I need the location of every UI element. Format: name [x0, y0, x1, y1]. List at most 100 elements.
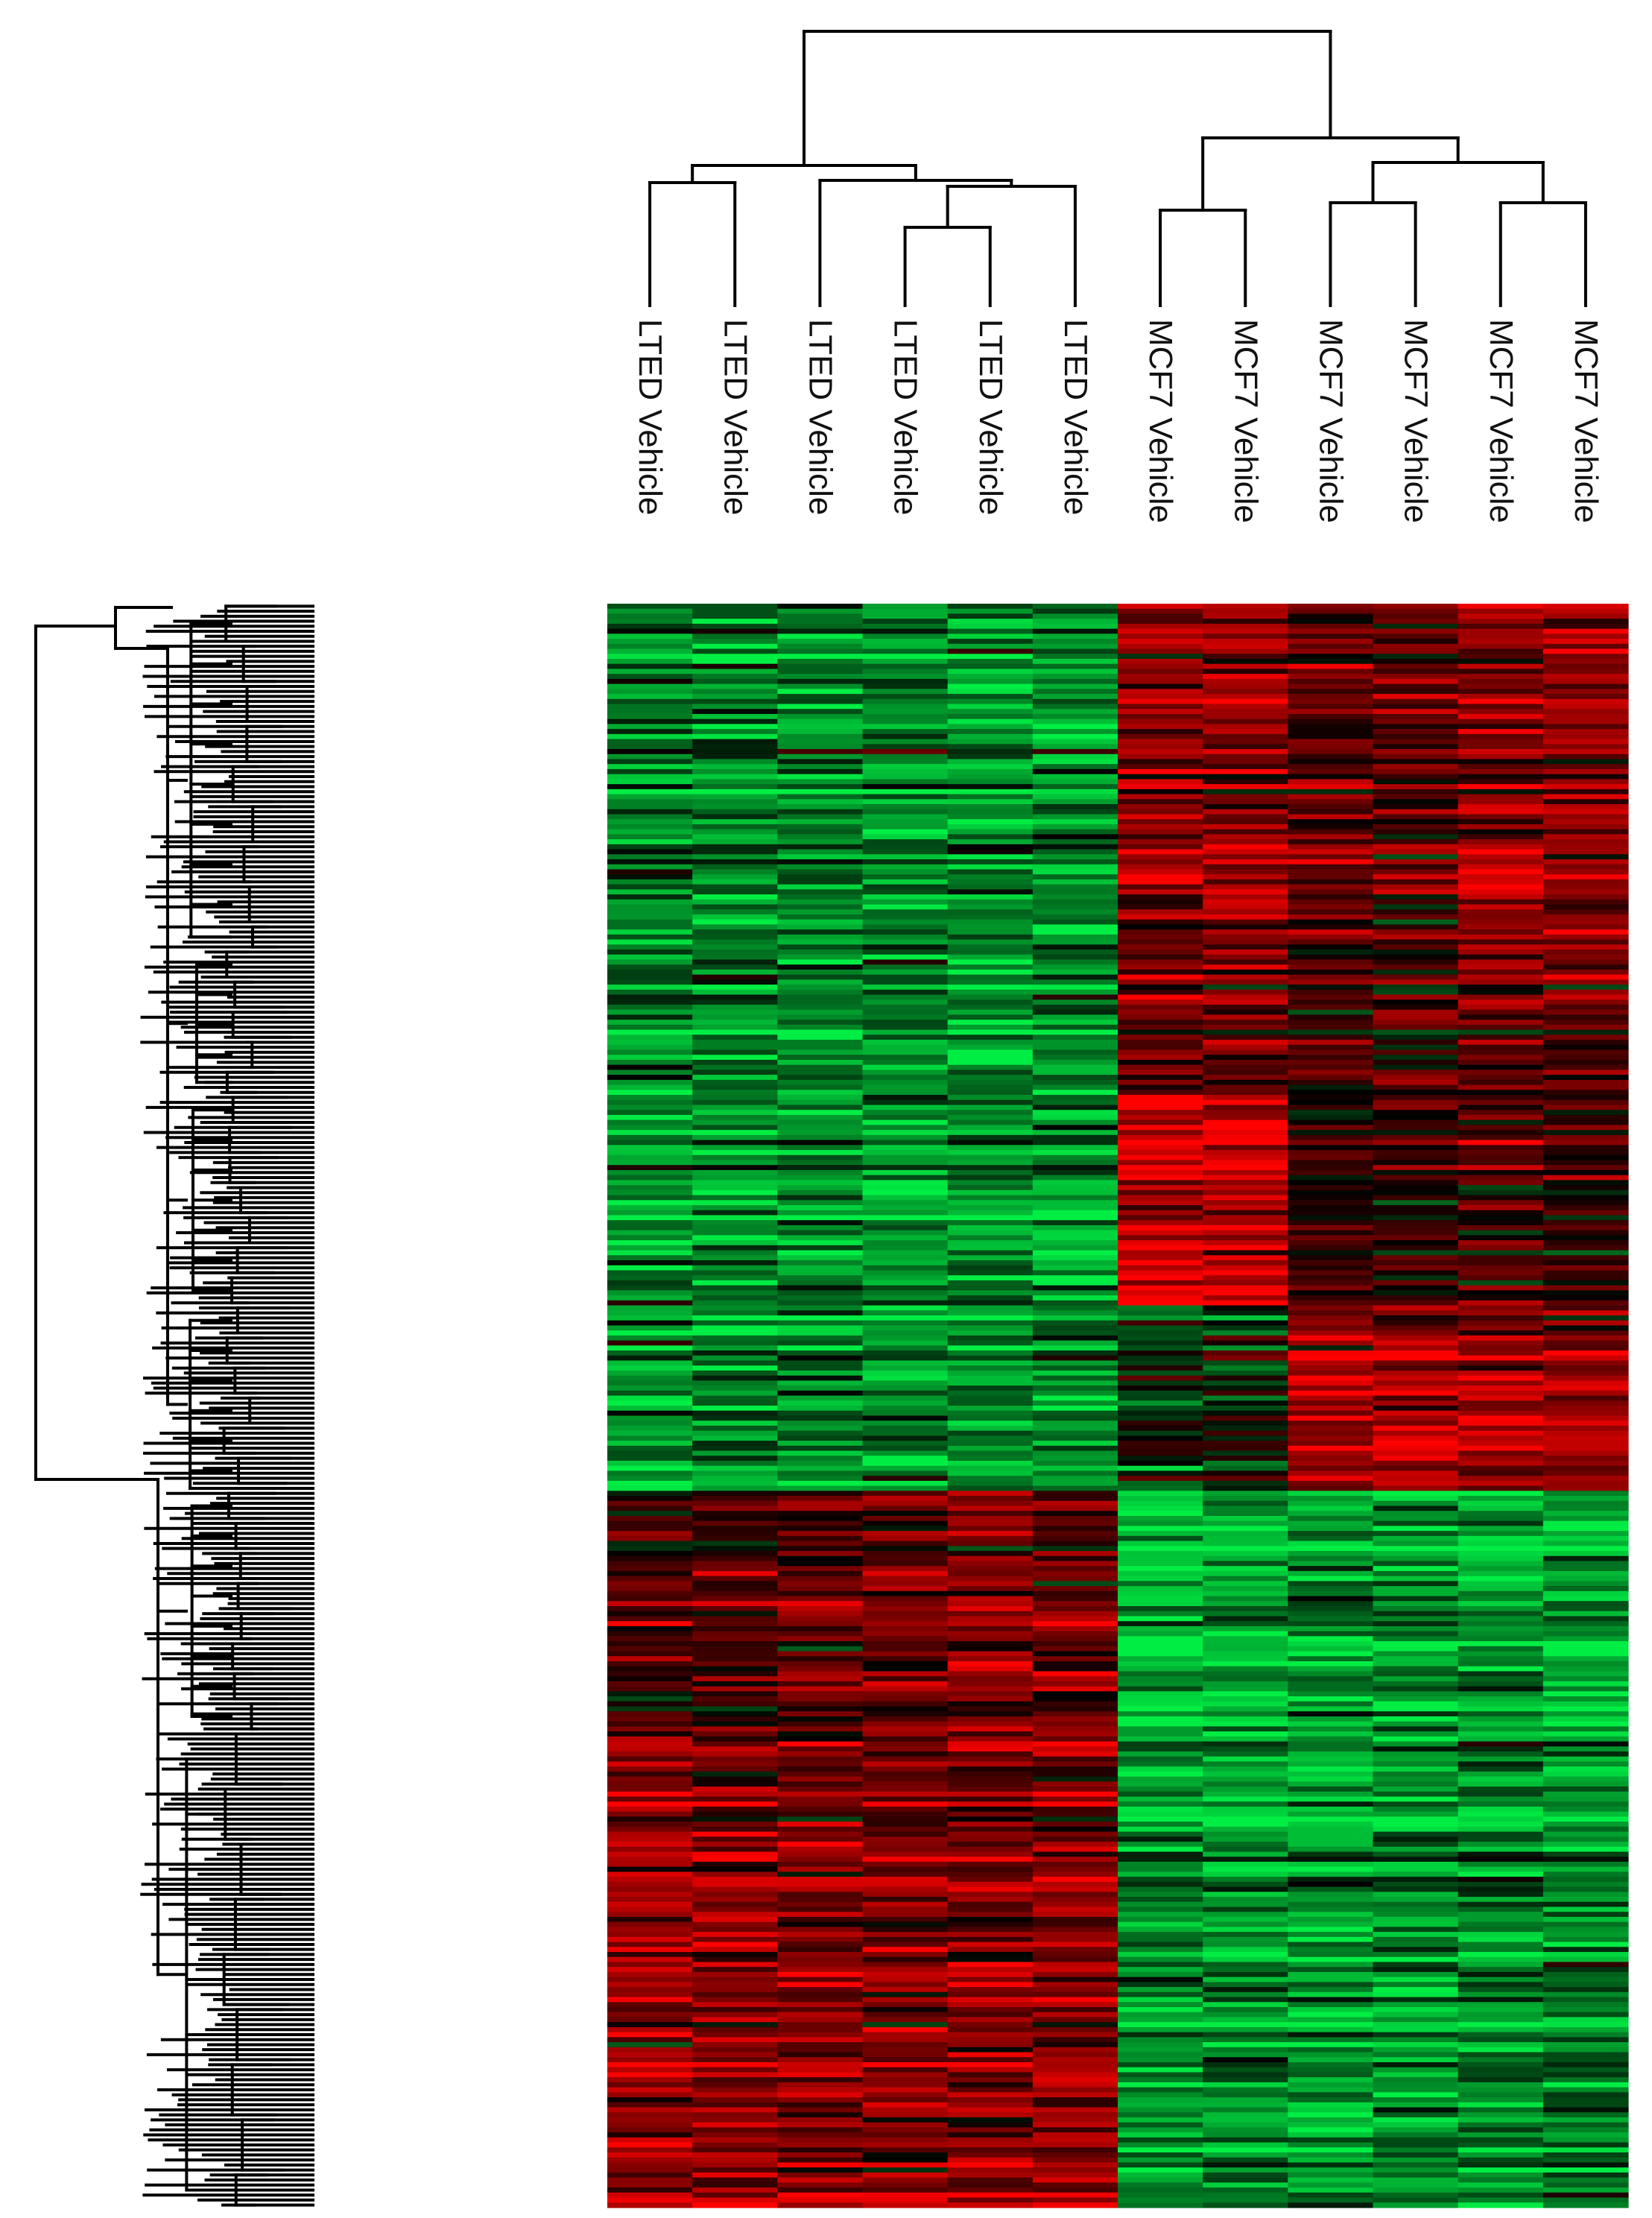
heatmap-cell [777, 2122, 864, 2128]
heatmap-cell [1118, 1912, 1203, 1918]
heatmap-cell [862, 1631, 949, 1637]
heatmap-cell [1203, 2182, 1288, 2188]
heatmap-cell [1542, 1616, 1629, 1622]
heatmap-cell [947, 789, 1034, 795]
heatmap-cell [1032, 1736, 1118, 1743]
heatmap-cell [777, 2177, 864, 2183]
heatmap-cell [862, 1606, 949, 1612]
heatmap-cell [1542, 1807, 1629, 1813]
heatmap-cell [1542, 950, 1629, 955]
heatmap-cell [1288, 1987, 1374, 1993]
heatmap-cell [947, 2202, 1034, 2208]
heatmap-cell [777, 1335, 864, 1342]
heatmap-cell [1118, 969, 1203, 976]
heatmap-cell [1458, 959, 1544, 965]
heatmap-cell [1373, 753, 1459, 760]
heatmap-cell [1458, 1029, 1544, 1035]
heatmap-cell [1288, 639, 1374, 645]
heatmap-cell [1032, 749, 1118, 755]
heatmap-cell [1373, 1786, 1459, 1792]
heatmap-cell [1542, 1751, 1629, 1757]
heatmap-cell [1542, 789, 1629, 795]
heatmap-cell [1288, 2132, 1374, 2138]
heatmap-cell [692, 1180, 778, 1186]
heatmap-cell [1118, 1566, 1203, 1572]
heatmap-cell [692, 654, 778, 660]
heatmap-cell [1032, 1836, 1118, 1842]
heatmap-cell [607, 1390, 693, 1397]
heatmap-cell [1288, 994, 1374, 1000]
heatmap-cell [1288, 2202, 1374, 2208]
heatmap-cell [1118, 1235, 1203, 1241]
heatmap-cell [862, 829, 949, 835]
heatmap-cell [1203, 718, 1288, 724]
heatmap-cell [862, 864, 949, 871]
heatmap-cell [1542, 1631, 1629, 1637]
heatmap-cell [862, 1145, 949, 1151]
heatmap-cell [1032, 1265, 1118, 1271]
heatmap-cell [777, 1330, 864, 1336]
heatmap-cell [607, 1816, 693, 1822]
heatmap-cell [1118, 819, 1203, 825]
heatmap-cell [777, 2002, 864, 2008]
heatmap-cell [1032, 2197, 1118, 2203]
heatmap-cell [1458, 1531, 1544, 1537]
heatmap-cell [607, 2032, 693, 2038]
heatmap-cell [1542, 2117, 1629, 2123]
heatmap-cell [1373, 1280, 1459, 1286]
heatmap-cell [1118, 1355, 1203, 1362]
heatmap-cell [1458, 1476, 1544, 1482]
heatmap-cell [1203, 1561, 1288, 1567]
heatmap-cell [607, 1531, 693, 1537]
heatmap-cell [1032, 1034, 1118, 1040]
heatmap-cell [862, 1816, 949, 1822]
heatmap-cell [1288, 1029, 1374, 1035]
heatmap-cell [607, 663, 693, 670]
heatmap-cell [777, 2182, 864, 2188]
heatmap-cell [1458, 2057, 1544, 2063]
heatmap-cell [692, 789, 778, 795]
heatmap-cell [1373, 929, 1459, 935]
heatmap-cell [1458, 1386, 1544, 1391]
heatmap-cell [692, 1901, 778, 1908]
heatmap-cell [862, 959, 949, 965]
heatmap-cell [607, 1570, 693, 1577]
heatmap-cell [947, 1075, 1034, 1081]
heatmap-cell [1032, 2087, 1118, 2093]
heatmap-cell [1203, 1445, 1288, 1452]
heatmap-cell [777, 1967, 864, 1973]
heatmap-cell [862, 1005, 949, 1011]
heatmap-cell [777, 1877, 864, 1883]
heatmap-cell [1542, 1390, 1629, 1397]
heatmap-cell [607, 1897, 693, 1903]
heatmap-cell [1118, 1415, 1203, 1421]
heatmap-cell [1288, 1425, 1374, 1432]
heatmap-cell [1458, 768, 1544, 775]
heatmap-cell [1542, 1681, 1629, 1687]
heatmap-cell [777, 1936, 864, 1943]
heatmap-cell [1203, 1110, 1288, 1116]
heatmap-cell [1288, 2142, 1374, 2148]
heatmap-cell [1373, 1842, 1459, 1848]
heatmap-cell [1118, 2147, 1203, 2153]
heatmap-cell [1032, 1059, 1118, 1066]
heatmap-cell [947, 904, 1034, 910]
heatmap-cell [607, 779, 693, 785]
heatmap-cell [862, 1756, 949, 1763]
heatmap-cell [1542, 1932, 1629, 1938]
heatmap-cell [777, 724, 864, 730]
heatmap-cell [1032, 1505, 1118, 1511]
heatmap-cell [1542, 1040, 1629, 1046]
heatmap-cell [777, 1616, 864, 1622]
heatmap-cell [1203, 2032, 1288, 2038]
heatmap-cell [607, 1761, 693, 1767]
heatmap-cell [1542, 1200, 1629, 1206]
heatmap-cell [1203, 1320, 1288, 1326]
heatmap-cell [862, 1350, 949, 1356]
heatmap-cell [1458, 1009, 1544, 1016]
heatmap-cell [862, 1084, 949, 1090]
heatmap-cell [692, 839, 778, 845]
heatmap-cell [1288, 1280, 1374, 1286]
heatmap-cell [607, 1576, 693, 1582]
heatmap-cell [947, 689, 1034, 695]
